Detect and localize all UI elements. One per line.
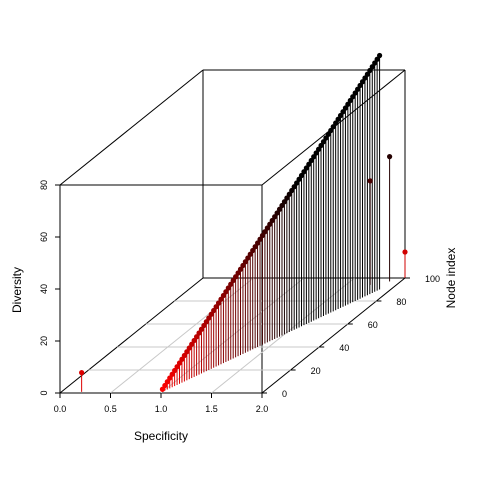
z-tick-label: 0 xyxy=(39,390,49,395)
z-tick-label: 40 xyxy=(39,284,49,294)
data-point xyxy=(368,178,373,183)
y-tick-label: 100 xyxy=(425,274,440,284)
z-axis-title: Diversity xyxy=(10,267,24,313)
x-tick-label: 2.0 xyxy=(256,404,269,414)
z-tick-label: 80 xyxy=(39,180,49,190)
data-point xyxy=(79,370,84,375)
data-point xyxy=(160,387,165,392)
box-edge xyxy=(60,70,203,185)
x-tick-label: 1.0 xyxy=(155,404,168,414)
x-tick-label: 1.5 xyxy=(205,404,218,414)
y-tick-label: 0 xyxy=(282,389,287,399)
z-tick-label: 20 xyxy=(39,336,49,346)
drop-lines xyxy=(82,56,405,392)
data-point xyxy=(387,154,392,159)
y-tick-label: 80 xyxy=(396,297,406,307)
y-tick-label: 60 xyxy=(368,320,378,330)
z-tick-label: 60 xyxy=(39,232,49,242)
y-axis-title: Node index xyxy=(444,248,458,309)
x-tick-label: 0.5 xyxy=(104,404,117,414)
x-axis-title: Specificity xyxy=(134,429,188,443)
x-tick-label: 0.0 xyxy=(54,404,67,414)
data-point xyxy=(402,249,407,254)
y-tick-label: 20 xyxy=(311,366,321,376)
y-tick-label: 40 xyxy=(339,343,349,353)
axis-ticks xyxy=(55,185,410,398)
